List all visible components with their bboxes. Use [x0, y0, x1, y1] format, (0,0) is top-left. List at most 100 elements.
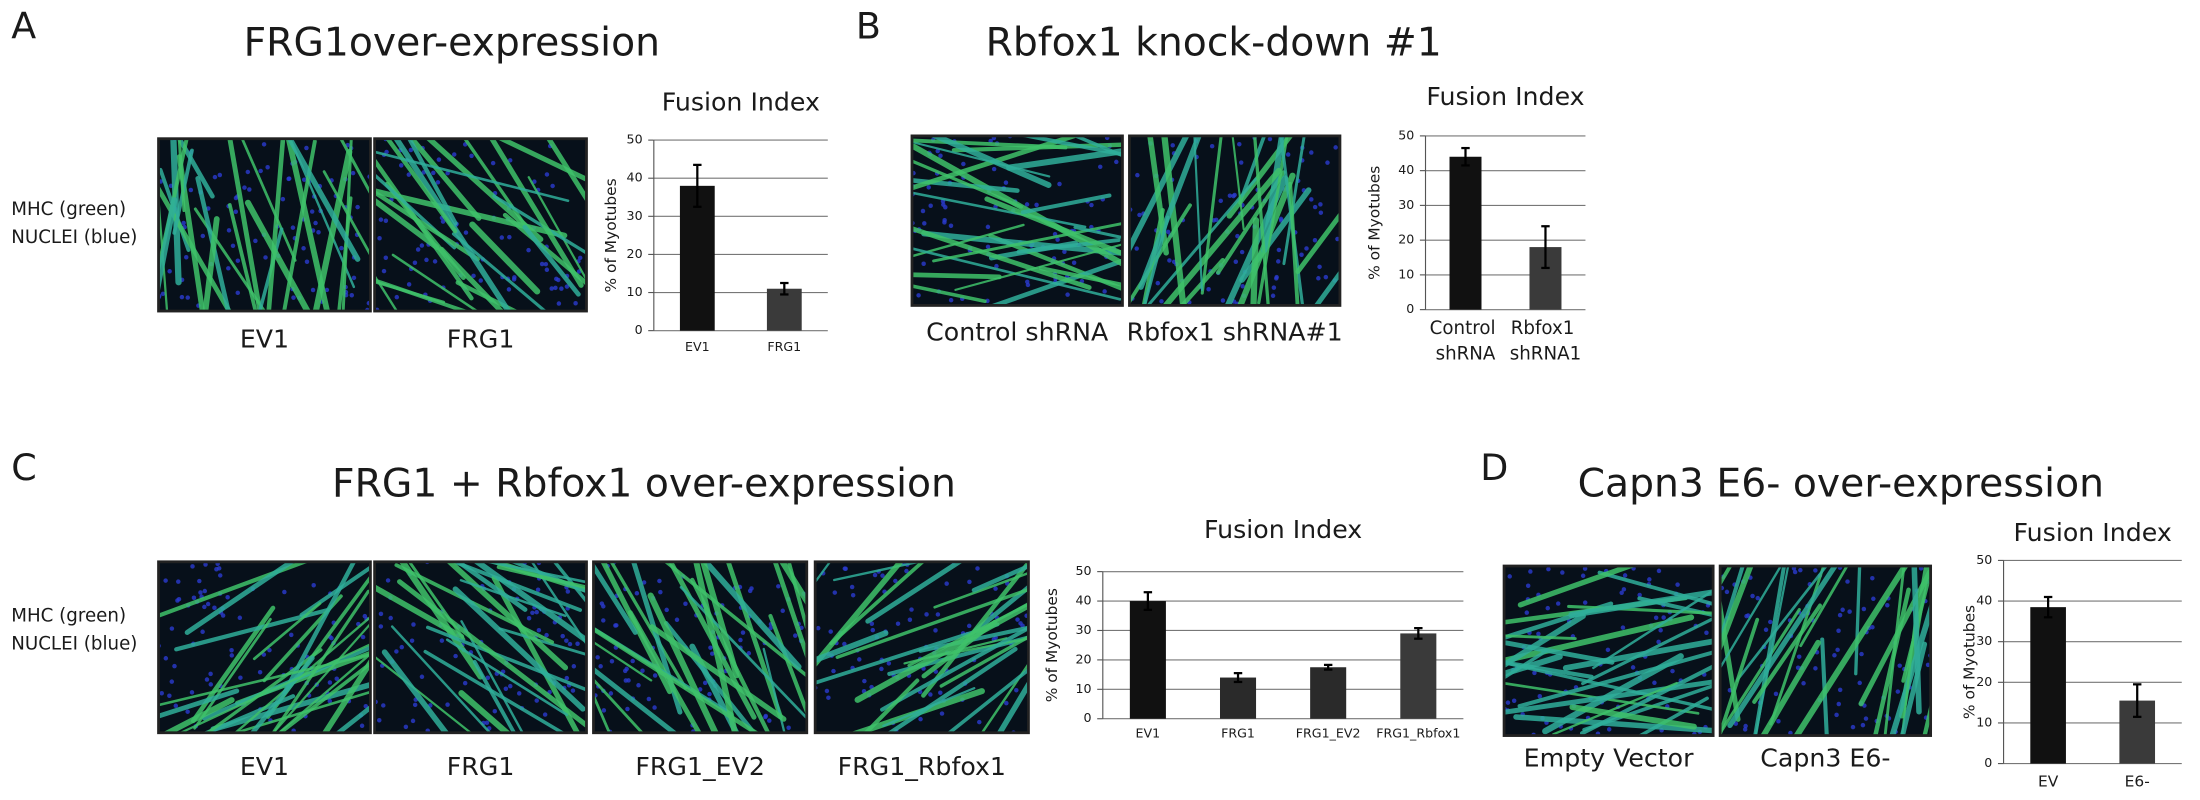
nucleus: [432, 259, 438, 264]
nucleus: [598, 664, 603, 669]
micrograph: [1502, 564, 1715, 737]
nucleus: [419, 243, 425, 248]
myotube: [374, 189, 480, 262]
nucleus: [301, 246, 306, 251]
nucleus: [453, 653, 458, 659]
image-caption: Capn3 E6-: [1760, 743, 1890, 772]
nucleus: [1220, 298, 1226, 303]
nucleus: [1788, 730, 1793, 736]
nucleus: [1003, 180, 1009, 185]
nucleus: [1630, 665, 1636, 670]
stain-label: MHC (green): [11, 199, 126, 220]
myotube: [1720, 566, 1754, 654]
myotube: [988, 258, 1123, 306]
nucleus: [555, 277, 561, 283]
myotube: [492, 194, 587, 255]
nucleus: [577, 255, 583, 261]
panel-letter: C: [11, 446, 36, 489]
myotube: [488, 138, 584, 288]
y-tick-label: 0: [1984, 755, 1992, 770]
myotube: [1597, 570, 1714, 606]
y-tick-label: 50: [1076, 563, 1092, 578]
nucleus: [1755, 595, 1761, 601]
nucleus: [570, 688, 576, 693]
myotube: [971, 563, 1029, 593]
myotube: [768, 613, 807, 718]
stain-label: NUCLEI (blue): [11, 633, 137, 654]
y-tick-label: 20: [1976, 674, 1992, 689]
nucleus: [242, 185, 247, 190]
myotube: [1006, 148, 1123, 171]
nucleus: [408, 147, 414, 153]
nucleus: [184, 255, 189, 260]
nucleus: [646, 696, 652, 702]
myotube: [1038, 266, 1123, 287]
nucleus: [1318, 202, 1323, 207]
nucleus: [1580, 573, 1586, 579]
nucleus: [575, 641, 580, 647]
myotube: [1513, 714, 1714, 734]
panel-title: FRG1 + Rbfox1 over-expression: [332, 462, 956, 507]
nucleus: [1656, 568, 1662, 574]
nucleus: [697, 687, 703, 692]
x-tick-label: EV1: [1136, 726, 1161, 741]
y-tick-label: 0: [635, 322, 643, 337]
nucleus: [985, 224, 991, 230]
nucleus: [205, 601, 211, 607]
myotube: [854, 601, 1029, 703]
myotube: [1161, 167, 1282, 306]
nucleus: [212, 174, 218, 180]
nucleus: [1524, 610, 1530, 615]
micrograph: [157, 137, 372, 313]
nucleus: [571, 664, 577, 669]
error-bar: [2043, 595, 2053, 619]
nucleus: [290, 225, 296, 230]
panel-letter: B: [856, 5, 881, 48]
nucleus: [831, 668, 836, 674]
myotube: [374, 188, 568, 239]
nucleus: [181, 220, 186, 226]
micrograph-content: [374, 561, 587, 733]
nucleus: [624, 666, 629, 672]
nucleus: [175, 598, 180, 603]
y-tick-label: 10: [1076, 681, 1092, 696]
nucleus: [424, 257, 429, 263]
nucleus: [507, 158, 513, 163]
nucleus: [747, 588, 753, 594]
nucleus: [828, 629, 833, 634]
nucleus: [824, 688, 830, 694]
myotube: [277, 652, 371, 733]
nucleus: [507, 234, 512, 240]
error-bar: [1541, 225, 1550, 270]
nucleus: [534, 609, 539, 615]
nucleus: [406, 172, 412, 177]
myotube: [1295, 211, 1340, 274]
myotube: [815, 630, 889, 664]
nucleus: [1015, 617, 1020, 622]
myotube: [1138, 135, 1202, 290]
nucleus: [601, 618, 606, 623]
nucleus: [339, 245, 344, 251]
myotube: [829, 561, 926, 646]
nucleus: [265, 164, 270, 170]
nucleus: [1637, 592, 1642, 598]
image-caption: FRG1: [447, 324, 515, 353]
micrograph-content: [911, 135, 1123, 306]
nucleus: [1312, 238, 1318, 243]
micrograph-border: [157, 560, 372, 735]
nucleus: [966, 623, 972, 629]
myotube: [1569, 704, 1697, 730]
myotube: [1016, 238, 1121, 254]
myotube: [907, 603, 1028, 668]
nucleus: [1270, 293, 1276, 299]
nucleus: [327, 698, 333, 704]
nucleus: [435, 180, 441, 185]
myotube: [425, 625, 587, 692]
nucleus: [1167, 258, 1172, 263]
bar: [1310, 667, 1347, 719]
nucleus: [360, 634, 366, 640]
nucleus: [1834, 712, 1839, 718]
nucleus: [485, 675, 491, 680]
myotube: [980, 662, 1029, 733]
myotube: [932, 222, 1123, 263]
